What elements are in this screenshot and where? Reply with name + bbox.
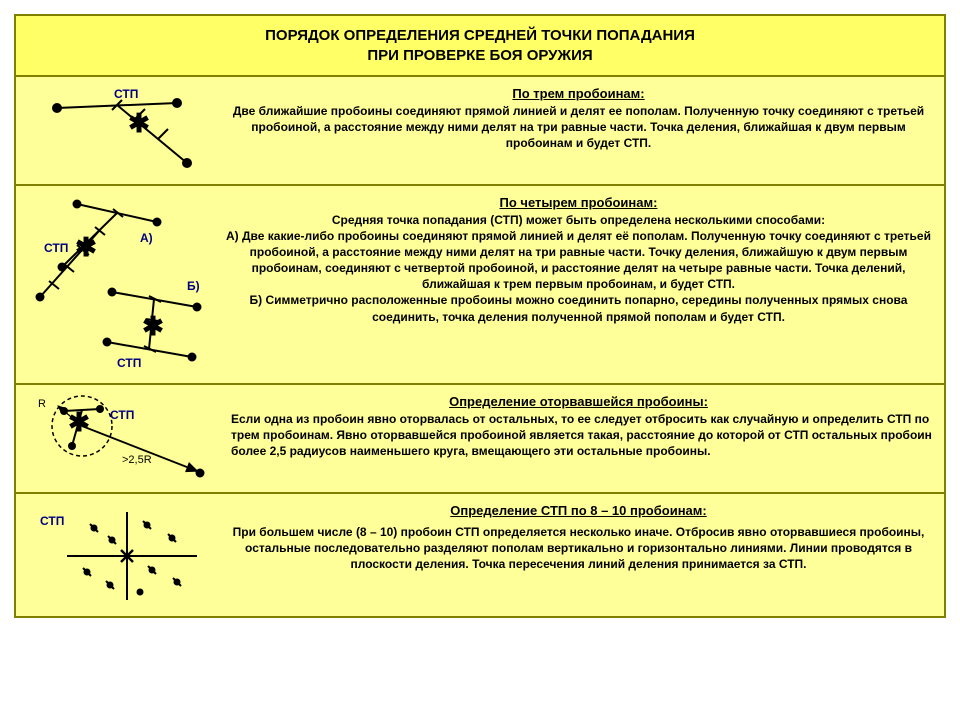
diagram-three-holes: ✱ СТП bbox=[16, 77, 221, 184]
svg-text:Б): Б) bbox=[187, 279, 200, 293]
svg-text:СТП: СТП bbox=[117, 356, 141, 370]
header-line-2: ПРИ ПРОВЕРКЕ БОЯ ОРУЖИЯ bbox=[367, 47, 592, 64]
header-line-1: ПОРЯДОК ОПРЕДЕЛЕНИЯ СРЕДНЕЙ ТОЧКИ ПОПАДА… bbox=[265, 27, 695, 44]
svg-text:>2,5R: >2,5R bbox=[122, 454, 152, 466]
svg-text:✱: ✱ bbox=[142, 311, 164, 341]
diagram-many-holes: СТП bbox=[16, 494, 221, 616]
diagram-detached-hole: ✱ R СТП >2,5R bbox=[16, 385, 221, 492]
svg-text:✱: ✱ bbox=[75, 232, 97, 262]
body-text: Средняя точка попадания (СТП) может быть… bbox=[225, 212, 932, 325]
svg-text:СТП: СТП bbox=[44, 241, 68, 255]
svg-text:✱: ✱ bbox=[128, 108, 150, 138]
row-many-holes: СТП Определение СТП по 8 – 10 пробоинам:… bbox=[16, 494, 944, 616]
subtitle: Определение СТП по 8 – 10 пробоинам: bbox=[225, 502, 932, 520]
subtitle: Определение оторвавшейся пробоины: bbox=[225, 393, 932, 411]
text-detached-hole: Определение оторвавшейся пробоины: Если … bbox=[221, 385, 944, 492]
svg-text:R: R bbox=[38, 398, 46, 410]
text-many-holes: Определение СТП по 8 – 10 пробоинам: При… bbox=[221, 494, 944, 616]
svg-text:СТП: СТП bbox=[40, 514, 64, 528]
body-text: Если одна из пробоин явно оторвалась от … bbox=[225, 411, 932, 460]
svg-text:✱: ✱ bbox=[68, 407, 90, 437]
body-text: Две ближайшие пробоины соединяют прямой … bbox=[225, 103, 932, 152]
subtitle: По четырем пробоинам: bbox=[225, 194, 932, 212]
table-header: ПОРЯДОК ОПРЕДЕЛЕНИЯ СРЕДНЕЙ ТОЧКИ ПОПАДА… bbox=[16, 16, 944, 77]
svg-text:СТП: СТП bbox=[110, 408, 134, 422]
text-four-holes: По четырем пробоинам: Средняя точка попа… bbox=[221, 186, 944, 383]
text-three-holes: По трем пробоинам: Две ближайшие пробоин… bbox=[221, 77, 944, 184]
row-three-holes: ✱ СТП По трем пробоинам: Две ближайшие п… bbox=[16, 77, 944, 186]
stp-label: СТП bbox=[114, 87, 138, 101]
subtitle: По трем пробоинам: bbox=[225, 85, 932, 103]
body-text: При большем числе (8 – 10) пробоин СТП о… bbox=[225, 520, 932, 573]
row-four-holes: ✱ СТП А) ✱ Б) СТП По четырем пробоина bbox=[16, 186, 944, 385]
svg-text:А): А) bbox=[140, 231, 153, 245]
document-table: ПОРЯДОК ОПРЕДЕЛЕНИЯ СРЕДНЕЙ ТОЧКИ ПОПАДА… bbox=[14, 14, 946, 618]
diagram-four-holes: ✱ СТП А) ✱ Б) СТП bbox=[16, 186, 221, 383]
row-detached-hole: ✱ R СТП >2,5R Определение оторвавшейся п… bbox=[16, 385, 944, 494]
